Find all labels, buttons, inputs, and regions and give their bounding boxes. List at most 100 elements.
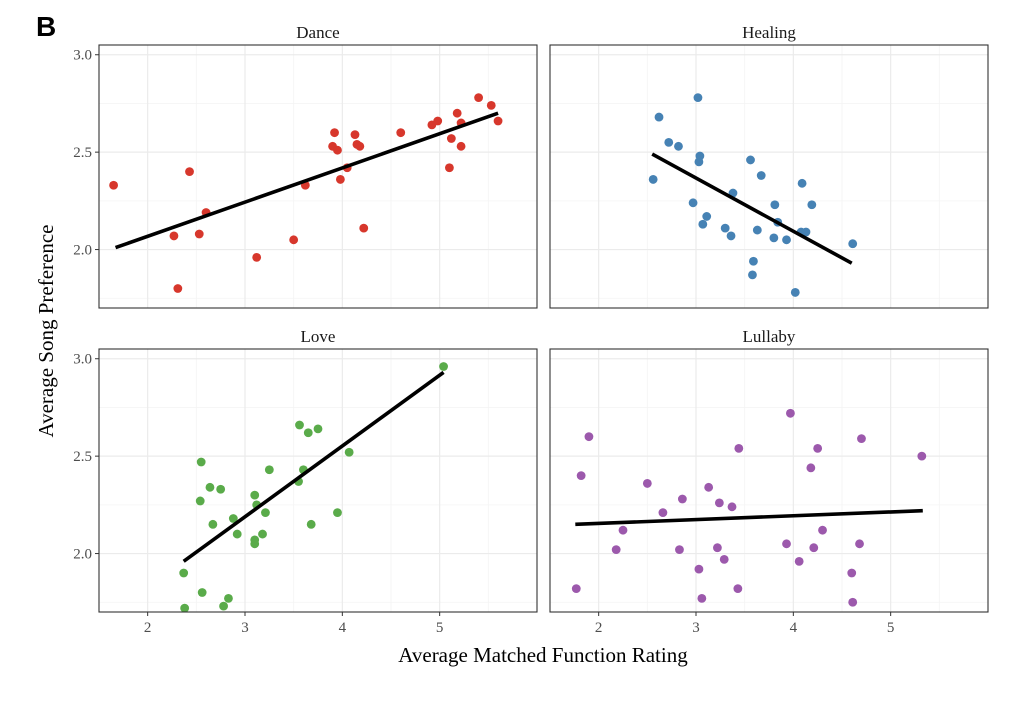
minor-gridlines <box>99 349 537 612</box>
data-point <box>350 130 360 140</box>
facet-dance: Dance 2.0 2.5 3.0 <box>73 23 538 309</box>
data-point <box>264 465 274 475</box>
data-point <box>618 525 628 535</box>
x-tick-label: 2 <box>595 620 603 636</box>
data-point <box>786 408 795 418</box>
x-tick-label: 5 <box>436 620 444 636</box>
data-point <box>642 479 652 488</box>
data-point <box>611 545 621 555</box>
data-point <box>584 432 594 442</box>
data-point <box>333 508 342 518</box>
data-point <box>250 490 260 500</box>
data-point <box>733 584 743 594</box>
data-point <box>359 223 369 233</box>
major-gridlines <box>99 45 537 308</box>
data-point <box>333 145 342 155</box>
data-point <box>648 175 658 184</box>
data-points <box>648 93 858 297</box>
facet-healing: Healing <box>549 23 989 309</box>
data-point <box>439 362 448 371</box>
data-point <box>752 225 762 235</box>
x-tick-label: 4 <box>339 620 347 636</box>
facet-title-love: Love <box>301 327 336 346</box>
minor-gridlines <box>550 45 988 308</box>
major-gridlines <box>550 349 988 612</box>
data-point <box>658 508 668 518</box>
data-point <box>698 219 708 229</box>
data-point <box>576 471 586 481</box>
data-point <box>769 233 779 243</box>
data-point <box>855 539 864 549</box>
data-point <box>748 270 757 280</box>
data-point <box>258 529 267 539</box>
trend-line <box>114 111 499 250</box>
data-point <box>694 564 704 574</box>
data-point <box>446 134 456 143</box>
data-point <box>702 212 712 221</box>
data-point <box>197 588 207 597</box>
x-tick-label: 5 <box>887 620 895 636</box>
y-tick-label: 2.5 <box>73 449 92 465</box>
data-point <box>571 584 581 594</box>
trend-line <box>182 370 445 563</box>
data-point <box>727 502 737 512</box>
data-point <box>734 443 744 453</box>
data-point <box>654 112 664 122</box>
y-tick-label: 2.0 <box>73 243 92 259</box>
minor-gridlines <box>550 349 988 612</box>
data-point <box>697 593 707 603</box>
data-point <box>335 175 345 184</box>
data-point <box>306 519 316 529</box>
x-tick-label: 2 <box>144 620 152 636</box>
y-tick-label: 3.0 <box>73 352 92 368</box>
data-point <box>195 496 205 506</box>
trend-line <box>575 508 923 527</box>
data-point <box>205 482 215 492</box>
data-point <box>720 223 730 233</box>
data-point <box>807 200 817 210</box>
facet-love: Love 2.0 2.5 3.0 2 3 4 5 <box>73 327 538 636</box>
data-point <box>109 180 118 190</box>
data-point <box>355 141 365 151</box>
data-point <box>847 568 857 578</box>
data-point <box>794 556 804 566</box>
data-point <box>726 231 736 241</box>
data-point <box>756 171 766 180</box>
major-gridlines <box>99 349 537 612</box>
data-point <box>194 229 204 239</box>
data-point <box>818 525 827 535</box>
data-point <box>252 252 262 262</box>
data-point <box>224 593 233 603</box>
data-point <box>806 463 816 473</box>
data-point <box>695 151 705 161</box>
data-point <box>228 514 238 523</box>
data-point <box>797 178 807 188</box>
x-tick-label: 3 <box>692 620 700 636</box>
data-point <box>261 508 270 518</box>
data-point <box>704 482 714 492</box>
data-point <box>433 116 443 126</box>
data-point <box>713 543 722 553</box>
facet-title-healing: Healing <box>742 23 796 42</box>
data-point <box>782 235 791 245</box>
data-point <box>216 484 226 494</box>
data-point <box>770 200 780 210</box>
data-point <box>664 138 674 147</box>
data-point <box>303 428 313 438</box>
trend-line <box>651 152 853 265</box>
data-point <box>848 239 858 249</box>
facet-title-dance: Dance <box>296 23 339 42</box>
panel-border <box>98 348 538 613</box>
data-point <box>674 141 683 151</box>
x-axis-title: Average Matched Function Rating <box>398 643 688 667</box>
data-point <box>313 424 323 434</box>
x-tick-label: 3 <box>241 620 249 636</box>
data-point <box>179 568 189 578</box>
data-point <box>169 231 179 241</box>
data-point <box>848 597 858 607</box>
data-point <box>790 288 800 297</box>
minor-gridlines <box>99 45 537 308</box>
panel-border <box>549 44 989 309</box>
